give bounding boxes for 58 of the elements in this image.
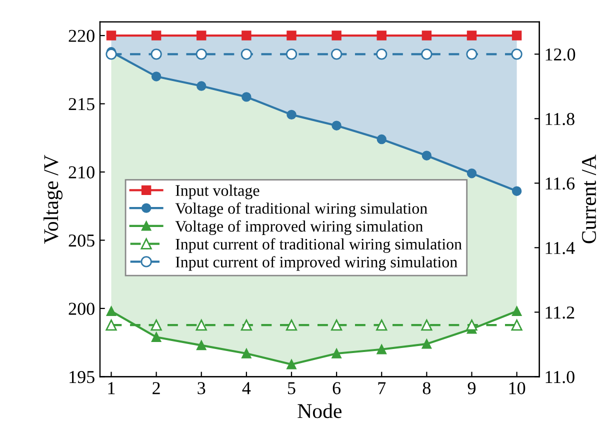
y2-axis-title: Current /A: [582, 154, 596, 244]
x-tick-label: 2: [152, 382, 160, 394]
y2-tick-label: 11.2: [546, 306, 574, 319]
point: [466, 168, 477, 178]
point: [242, 92, 252, 102]
x-tick-label: 8: [422, 382, 431, 394]
point: [196, 81, 206, 91]
x-tick-label: 7: [378, 382, 386, 394]
y2-tick-label: 12.0: [546, 48, 576, 61]
legend-label: Voltage of traditional wiring simulation: [175, 202, 428, 218]
point: [332, 120, 342, 130]
point: [332, 30, 342, 40]
legend-label: Voltage of improved wiring simulation: [175, 220, 423, 235]
y-tick-label: 205: [68, 234, 94, 247]
point: [196, 340, 206, 350]
y-tick-label: 215: [68, 98, 94, 110]
y2-tick-label: 11.0: [546, 370, 574, 384]
y-tick-label: 195: [70, 370, 94, 384]
point: [286, 110, 296, 120]
legend-label: Input current of improved wiring simulation: [176, 256, 458, 271]
x-axis-title: Node: [298, 403, 342, 418]
y-tick-label: 210: [68, 166, 94, 178]
x-tick-label: 4: [242, 382, 251, 394]
y-tick-label: 200: [68, 302, 94, 315]
point: [151, 332, 162, 342]
y-axis-title: Voltage /V: [44, 154, 62, 244]
point: [466, 30, 477, 40]
point: [286, 30, 296, 40]
point: [286, 360, 296, 370]
point: [422, 30, 432, 40]
x-tick-label: 6: [332, 382, 341, 394]
y2-tick-label: 11.4: [546, 242, 575, 254]
point: [512, 306, 522, 316]
x-tick-label: 5: [288, 382, 296, 394]
point: [376, 344, 386, 354]
point: [196, 30, 206, 40]
point: [376, 134, 386, 144]
x-tick-label: 10: [509, 382, 526, 394]
point: [242, 348, 252, 358]
point: [332, 348, 342, 358]
y2-tick-label: 11.8: [546, 112, 574, 126]
y2-tick-label: 11.6: [546, 177, 575, 190]
point: [151, 72, 162, 82]
x-tick-label: 3: [198, 382, 206, 394]
point: [106, 306, 116, 316]
point: [151, 30, 162, 40]
point: [512, 186, 522, 196]
legend-label: Input current of traditional wiring simulation: [176, 238, 462, 253]
point: [422, 339, 432, 349]
point: [422, 150, 432, 160]
x-tick-label: 9: [468, 382, 476, 394]
legend-label: Input voltage: [176, 184, 260, 200]
point: [376, 30, 386, 40]
x-tick-label: 1: [108, 382, 115, 394]
point: [106, 30, 116, 40]
point: [242, 30, 252, 40]
y-tick-label: 220: [68, 30, 94, 42]
point: [512, 30, 522, 40]
